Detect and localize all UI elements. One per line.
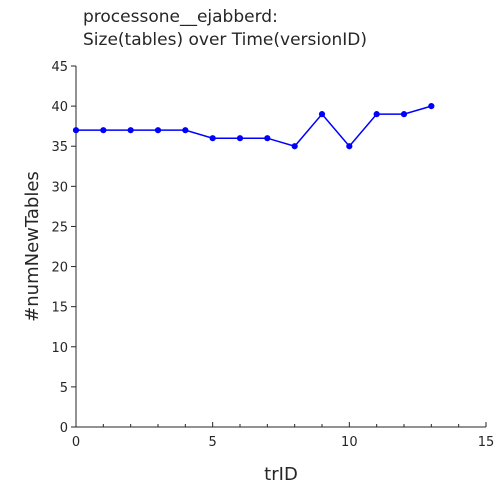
data-point [373, 111, 380, 118]
y-tick-label: 20 [51, 261, 68, 276]
chart-title: processone__ejabberd: Size(tables) over … [83, 6, 367, 52]
data-point [209, 135, 216, 142]
data-point [127, 127, 134, 134]
series-group [72, 103, 435, 150]
data-point [264, 135, 271, 142]
series-line [76, 105, 432, 148]
data-point [400, 111, 408, 118]
x-tick-label: 0 [72, 435, 80, 450]
y-tick-label: 5 [60, 381, 68, 396]
data-point [72, 127, 80, 134]
x-tick-label: 10 [341, 435, 358, 450]
y-tick-label: 25 [51, 220, 68, 235]
data-point [291, 143, 298, 150]
data-point [182, 127, 189, 134]
y-axis-ticks: 0 5 10 15 20 25 30 35 40 45 [51, 60, 76, 436]
y-tick-label: 35 [51, 140, 68, 155]
x-tick-label: 5 [209, 435, 217, 450]
chart-title-line-1: processone__ejabberd: [83, 7, 278, 27]
chart-title-line-2: Size(tables) over Time(versionID) [83, 30, 368, 50]
data-point [154, 127, 162, 134]
y-tick-label: 30 [51, 180, 68, 195]
y-tick-label: 0 [60, 421, 68, 436]
data-point [236, 135, 244, 142]
y-tick-label: 40 [51, 100, 68, 115]
data-point [100, 127, 107, 134]
axes [75, 66, 486, 428]
x-axis-ticks: 0 5 10 15 [72, 422, 494, 450]
y-tick-label: 10 [51, 341, 68, 356]
y-axis-label: #numNewTables [22, 171, 43, 322]
data-point [318, 111, 326, 118]
y-tick-label: 45 [51, 60, 68, 75]
data-point [428, 103, 435, 110]
x-tick-label: 15 [478, 435, 495, 450]
data-point [346, 143, 353, 150]
y-tick-label: 15 [51, 301, 68, 316]
x-axis-label: trID [264, 464, 298, 485]
